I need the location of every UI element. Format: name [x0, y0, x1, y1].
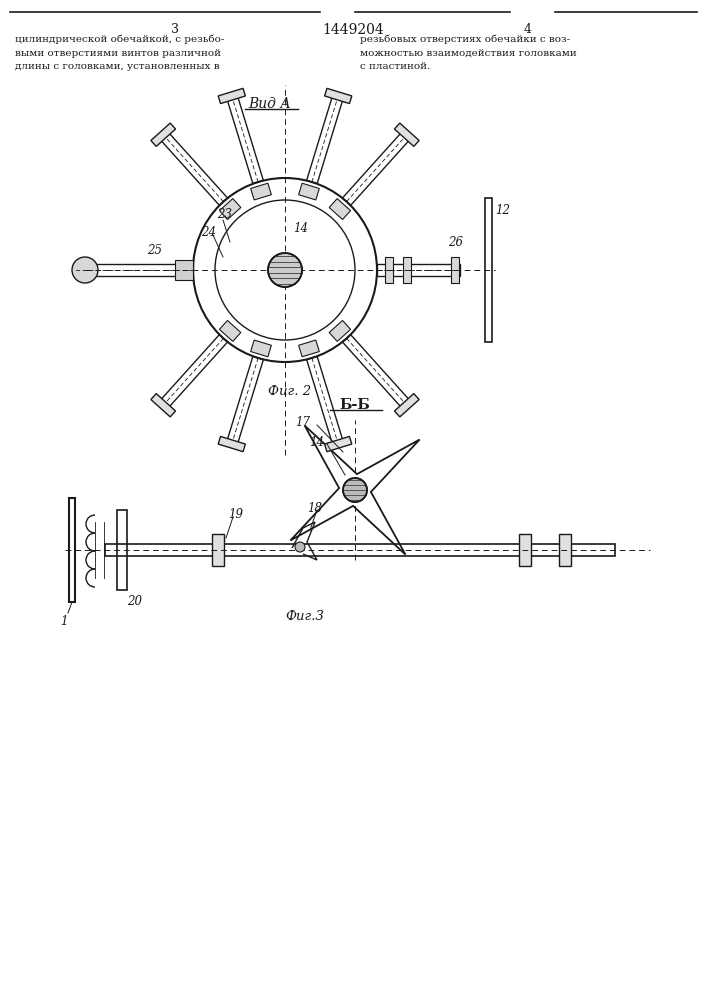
Polygon shape [251, 183, 271, 200]
Text: 1449204: 1449204 [322, 23, 384, 37]
Text: 3: 3 [171, 23, 179, 36]
Polygon shape [175, 260, 193, 280]
Polygon shape [298, 340, 320, 357]
Text: 20: 20 [127, 595, 142, 608]
Circle shape [343, 478, 367, 502]
Polygon shape [451, 257, 459, 283]
Polygon shape [559, 534, 571, 566]
Polygon shape [218, 88, 245, 104]
Text: 25: 25 [147, 243, 162, 256]
Polygon shape [325, 88, 352, 104]
Polygon shape [395, 394, 419, 417]
Polygon shape [325, 436, 352, 452]
Text: 24: 24 [201, 226, 216, 238]
Text: Б-Б: Б-Б [339, 398, 370, 412]
Text: 18: 18 [308, 502, 322, 514]
Text: 19: 19 [228, 508, 243, 522]
Polygon shape [212, 534, 224, 566]
Polygon shape [251, 340, 271, 357]
Text: 23: 23 [217, 209, 232, 222]
Text: 1: 1 [60, 615, 68, 628]
Polygon shape [218, 436, 245, 452]
Polygon shape [385, 257, 393, 283]
Text: 12: 12 [495, 204, 510, 217]
Polygon shape [219, 199, 241, 220]
Text: Вид А: Вид А [249, 97, 291, 111]
Text: 17: 17 [296, 416, 310, 428]
Polygon shape [219, 320, 241, 341]
Circle shape [295, 542, 305, 552]
Text: 14: 14 [293, 222, 308, 234]
Polygon shape [395, 123, 419, 146]
Text: Фиг.3: Фиг.3 [286, 610, 325, 623]
Text: 26: 26 [448, 235, 463, 248]
Text: 14: 14 [310, 436, 325, 448]
Polygon shape [403, 257, 411, 283]
Polygon shape [329, 199, 351, 220]
Circle shape [268, 253, 302, 287]
Text: резьбовых отверстиях обечайки с воз-
можностью взаимодействия головками
с пласти: резьбовых отверстиях обечайки с воз- мож… [360, 35, 577, 71]
Circle shape [72, 257, 98, 283]
Polygon shape [519, 534, 531, 566]
Text: 4: 4 [524, 23, 532, 36]
Polygon shape [151, 394, 175, 417]
Polygon shape [151, 123, 175, 146]
Polygon shape [329, 320, 351, 341]
Polygon shape [298, 183, 320, 200]
Text: цилиндрической обечайкой, с резьбо-
выми отверстиями винтов различной
длины с го: цилиндрической обечайкой, с резьбо- выми… [15, 35, 224, 71]
Text: Фиг. 2: Фиг. 2 [269, 385, 312, 398]
